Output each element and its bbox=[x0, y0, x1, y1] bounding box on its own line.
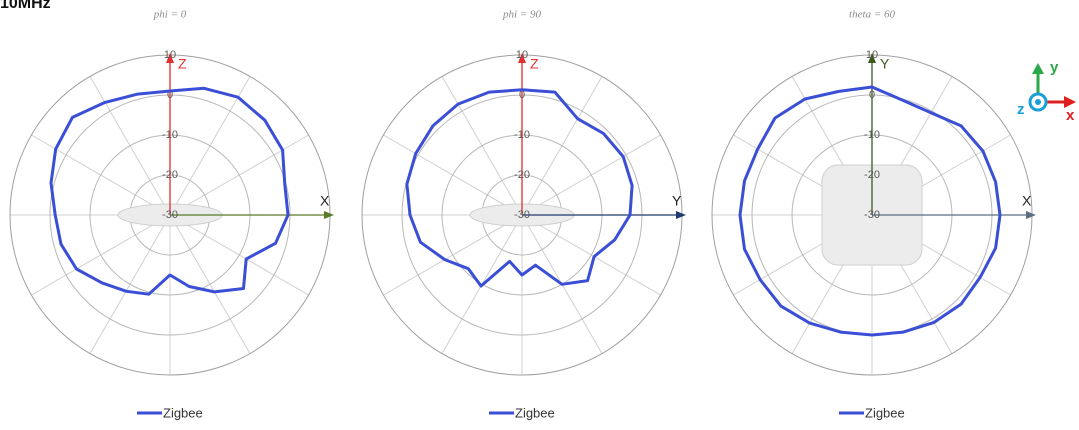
r-tick-label: -30 bbox=[864, 209, 880, 221]
chart-title: theta = 60 bbox=[849, 9, 895, 21]
polar-chart: phi = 90 Z Y 10 0 -10 -20 -30 Zigbee bbox=[361, 9, 686, 420]
legend-label: Zigbee bbox=[515, 405, 555, 420]
series-line bbox=[405, 88, 634, 288]
axis-label: X bbox=[1022, 193, 1032, 209]
r-tick-label: -10 bbox=[514, 129, 530, 141]
r-tick-label: -20 bbox=[162, 169, 178, 181]
r-tick-label: 0 bbox=[167, 89, 173, 101]
axis-arrowhead bbox=[676, 211, 686, 219]
series-line bbox=[49, 86, 290, 296]
header: 10MHz bbox=[0, 0, 51, 12]
icon-label: x bbox=[1066, 107, 1075, 124]
axis-arrowhead bbox=[518, 53, 526, 63]
r-tick-label: 10 bbox=[516, 49, 528, 61]
axis-arrowhead bbox=[324, 211, 334, 219]
legend-label: Zigbee bbox=[865, 405, 905, 420]
r-tick-label: -30 bbox=[514, 209, 530, 221]
r-tick-label: 0 bbox=[519, 89, 525, 101]
icon-dot bbox=[1035, 99, 1041, 105]
axis-icon: y z x bbox=[1017, 59, 1076, 124]
legend-label: Zigbee bbox=[163, 405, 203, 420]
icon-label: z bbox=[1017, 101, 1025, 118]
polar-chart: theta = 60 Y X 10 0 -10 -20 -30 Zigbee bbox=[711, 9, 1036, 420]
axis-label: Y bbox=[880, 56, 890, 72]
axis-label: Z bbox=[178, 56, 187, 72]
chart-title: phi = 0 bbox=[153, 9, 187, 21]
axis-label: X bbox=[320, 193, 330, 209]
chart-title: phi = 90 bbox=[502, 9, 541, 21]
axis-arrowhead bbox=[166, 53, 174, 63]
icon-arrowhead bbox=[1032, 63, 1044, 74]
polar-chart: phi = 0 Z X 10 0 -10 -20 -30 Zigbee bbox=[9, 9, 334, 420]
r-tick-label: 10 bbox=[164, 49, 176, 61]
icon-arrowhead bbox=[1064, 96, 1076, 108]
axis-arrowhead bbox=[868, 53, 876, 63]
r-tick-label: -30 bbox=[162, 209, 178, 221]
r-tick-label: -10 bbox=[162, 129, 178, 141]
series-line bbox=[738, 85, 1002, 337]
axis-label: Z bbox=[530, 56, 539, 72]
axis-arrowhead bbox=[1026, 211, 1036, 219]
r-tick-label: -20 bbox=[514, 169, 530, 181]
axis-label: Y bbox=[672, 193, 682, 209]
r-tick-label: -20 bbox=[864, 169, 880, 181]
icon-label: y bbox=[1050, 59, 1059, 76]
r-tick-label: 10 bbox=[866, 49, 878, 61]
r-tick-label: 0 bbox=[869, 89, 875, 101]
r-tick-label: -10 bbox=[864, 129, 880, 141]
